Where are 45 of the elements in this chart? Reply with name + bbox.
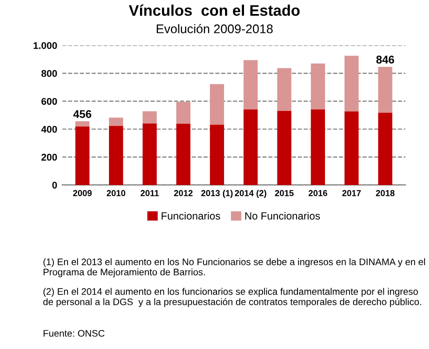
bar	[176, 124, 190, 185]
total-label: 846	[376, 56, 394, 64]
bar	[378, 112, 392, 185]
text: (1) En el 2013 el aumento en los No Funcionarios se debe a ingresos en la DINAMA y en el Programa de Mejoramiento de Barrios.	[43, 258, 425, 278]
y-tick-label: 1.000	[34, 42, 57, 49]
x-tick-label: 2015	[274, 190, 294, 196]
legend-label: Funcionarios	[162, 212, 220, 220]
bar	[108, 126, 124, 185]
x-tick-label: 2017	[342, 190, 361, 196]
y-tick-label: 400	[41, 126, 57, 133]
bar	[75, 121, 90, 126]
bar	[210, 84, 224, 125]
bar	[344, 111, 359, 185]
x-tick-label: 2010	[106, 190, 126, 196]
bar	[244, 60, 258, 110]
legend-label: No Funcionarios	[245, 212, 320, 220]
text: (2) En el 2014 el aumento en los funcionarios se explica fundamentalmente por el ingreso de personal a la DGS y a la presupuestación de contratos temporales de derecho público.	[43, 288, 422, 308]
y-tick-label: 800	[41, 70, 57, 77]
bar	[244, 109, 258, 185]
bar	[310, 64, 325, 110]
bar	[277, 68, 292, 111]
y-tick-label: 200	[41, 154, 57, 161]
bar	[142, 111, 157, 124]
bar	[176, 102, 190, 124]
total-label: 456	[73, 110, 92, 118]
bar	[75, 126, 90, 185]
chart-title: Vínculos con el Estado	[128, 4, 300, 16]
x-tick-label: 2013 (1)	[201, 190, 233, 198]
bar	[344, 56, 359, 112]
bar	[310, 109, 325, 185]
bar	[142, 123, 157, 185]
x-tick-label: 2018	[376, 190, 395, 196]
bar	[277, 110, 292, 185]
bar	[108, 118, 124, 126]
y-tick-label: 600	[41, 98, 57, 105]
chart-subtitle: Evolución 2009-2018	[156, 24, 273, 34]
bar	[210, 124, 224, 185]
y-tick-label: 0	[52, 182, 57, 189]
x-tick-label: 2016	[308, 190, 328, 196]
bar	[378, 66, 392, 113]
x-tick-label: 2011	[140, 190, 159, 196]
x-tick-label: 2009	[73, 190, 92, 196]
x-tick-label: 2014 (2)	[234, 190, 266, 198]
x-tick-label: 2012	[174, 190, 193, 196]
source-note: Fuente: ONSC	[44, 330, 104, 337]
